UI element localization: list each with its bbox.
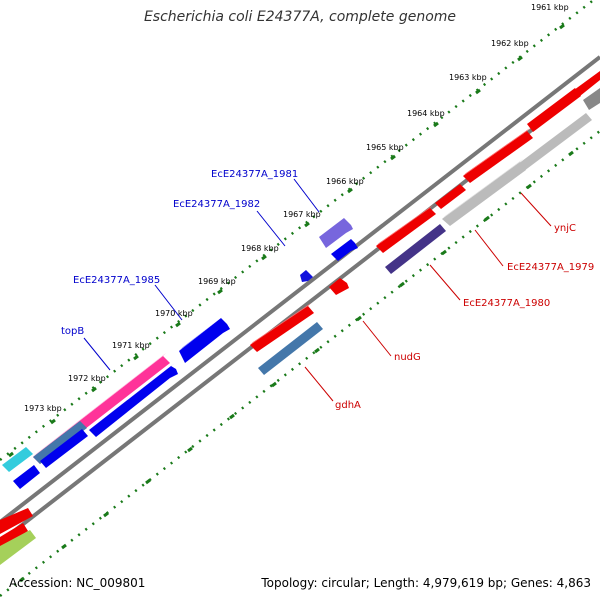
- accession-text: Accession: NC_009801: [9, 576, 146, 590]
- minus-label-leaders: [304, 192, 552, 402]
- ruler-label-1968: 1968 kbp: [241, 244, 279, 253]
- gene-EcE24377A_1979[interactable]: [442, 162, 526, 226]
- gene-red-upper[interactable]: [527, 88, 581, 132]
- gene-blue-small-b[interactable]: [331, 239, 358, 261]
- ruler-label-1966: 1966 kbp: [326, 177, 364, 186]
- gene-blue-pre-topB[interactable]: [33, 421, 87, 464]
- label-EcE24377A_1981: EcE24377A_1981: [211, 169, 298, 180]
- plus-strand-genes: [2, 218, 358, 472]
- label-gdhA: gdhA: [335, 400, 361, 411]
- ruler-label-1967: 1967 kbp: [283, 210, 321, 219]
- ruler-label-1961: 1961 kbp: [531, 3, 569, 12]
- gene-grey-upper[interactable]: [518, 113, 592, 171]
- ruler-label-1969: 1969 kbp: [198, 277, 236, 286]
- label-topB: topB: [61, 326, 84, 337]
- gene-ynjC[interactable]: [463, 131, 533, 183]
- topology-text: Topology: circular; Length: 4,979,619 bp…: [261, 576, 591, 590]
- ruler-major-ticks: [8, 23, 565, 458]
- plus-label-leaders: [83, 178, 320, 371]
- gene-blue-lower-b[interactable]: [40, 429, 88, 468]
- gene-grey-top[interactable]: [583, 88, 600, 110]
- ruler-label-1962: 1962 kbp: [491, 39, 529, 48]
- ruler-label-1965: 1965 kbp: [366, 143, 404, 152]
- gene-EcE24377A_1981[interactable]: [319, 218, 353, 248]
- map-title: Escherichia coli E24377A, complete genom…: [143, 9, 457, 25]
- label-nudG: nudG: [394, 352, 421, 363]
- minus-strand-genes: [0, 71, 600, 565]
- label-EcE24377A_1979: EcE24377A_1979: [507, 262, 594, 273]
- ruler-label-1973: 1973 kbp: [24, 404, 62, 413]
- gene-red-bottom[interactable]: [0, 508, 33, 534]
- gene-nudG[interactable]: [329, 278, 349, 295]
- gene-green-bottom[interactable]: [0, 530, 36, 565]
- ruler-label-1964: 1964 kbp: [407, 109, 445, 118]
- gene-red-top[interactable]: [574, 71, 600, 96]
- ruler-lower-ticks: [19, 150, 574, 583]
- ruler-label-1972: 1972 kbp: [68, 374, 106, 383]
- gene-gdhA-red[interactable]: [250, 306, 314, 352]
- gene-gdhA[interactable]: [258, 322, 323, 375]
- gene-red-mid[interactable]: [435, 184, 466, 209]
- label-EcE24377A_1985: EcE24377A_1985: [73, 275, 160, 286]
- gene-EcE24377A_1985[interactable]: [179, 318, 230, 363]
- ruler-label-1963: 1963 kbp: [449, 73, 487, 82]
- ruler-label-1970: 1970 kbp: [155, 309, 193, 318]
- gene-blue-lower-a[interactable]: [13, 465, 40, 489]
- ruler-label-1971: 1971 kbp: [112, 341, 150, 350]
- label-EcE24377A_1982: EcE24377A_1982: [173, 199, 260, 210]
- gene-EcE24377A_1982[interactable]: [300, 270, 313, 282]
- gene-cyan[interactable]: [2, 447, 33, 472]
- label-ynjC: ynjC: [554, 223, 576, 234]
- label-EcE24377A_1980: EcE24377A_1980: [463, 298, 550, 309]
- gene-EcE24377A_1980[interactable]: [385, 224, 446, 274]
- gene-blue-lower-c[interactable]: [89, 366, 178, 437]
- gene-EcE24377A_1980-red[interactable]: [376, 208, 436, 253]
